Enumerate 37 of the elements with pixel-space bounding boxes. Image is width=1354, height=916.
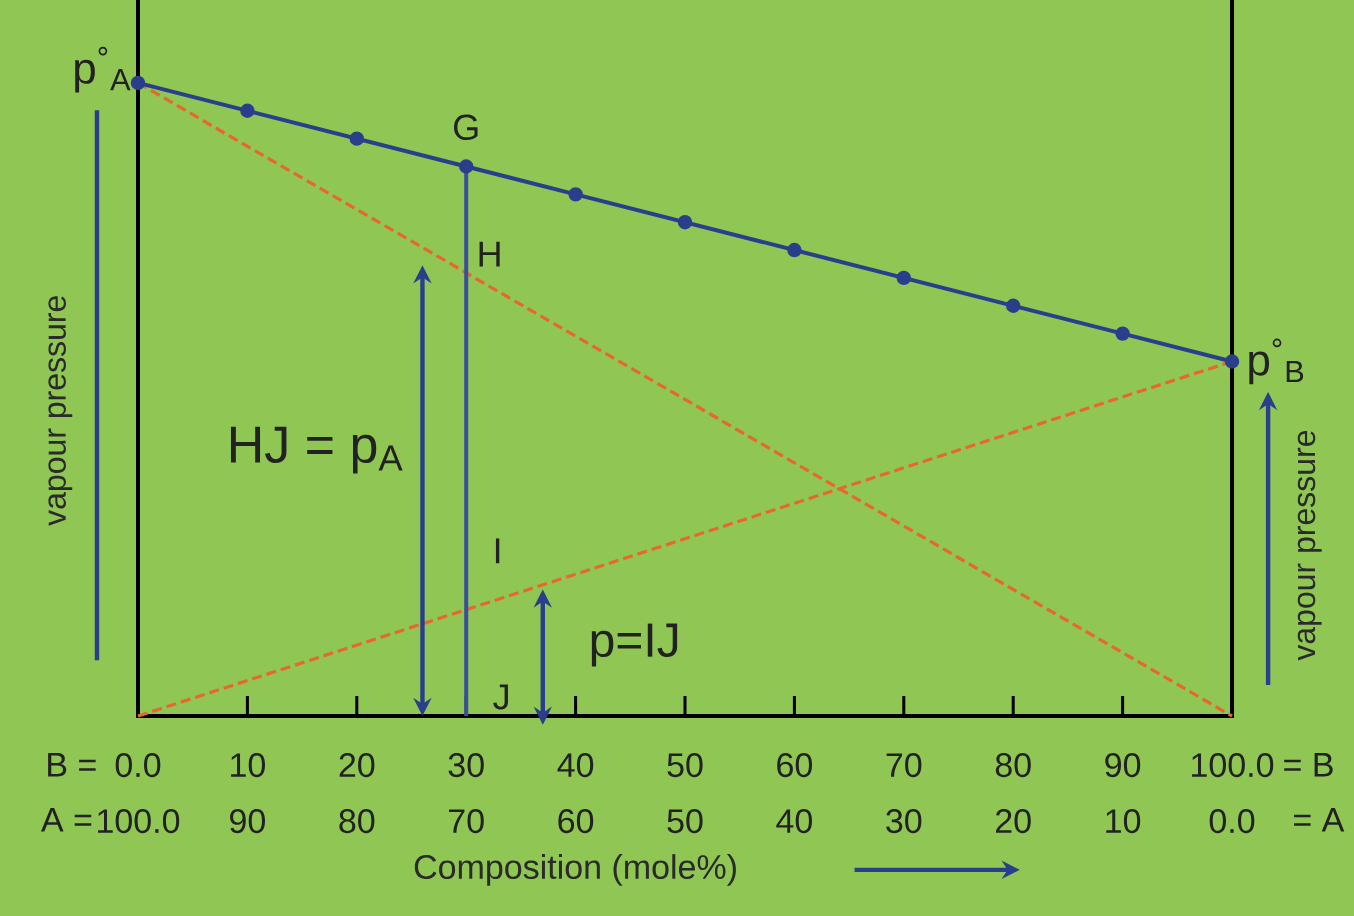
x-tick-label: 70 — [886, 753, 922, 778]
x2-tick-label: 100.0 — [98, 809, 180, 834]
annotation: H — [479, 241, 500, 267]
x2-tick-label: 80 — [339, 809, 375, 834]
x2-tick-label: 0.0 — [1209, 809, 1255, 834]
x-tick-label: 20 — [339, 753, 375, 778]
annotation: HJ = p$_{A}$ — [230, 426, 403, 474]
annotation: p=IJ — [591, 623, 678, 667]
annotation: p$^{°}$A — [75, 46, 131, 93]
x2-tick-label: 60 — [558, 809, 594, 834]
x2-tick-label: 50 — [667, 809, 703, 834]
x2-tick-label: 90 — [230, 809, 265, 834]
x-tick-label: 60 — [777, 753, 812, 778]
x-tick-label: 50 — [667, 753, 703, 778]
x-tick-label: 90 — [1105, 753, 1141, 778]
annotation: p$^{°}$B — [1249, 338, 1304, 385]
x-tick-label: 100.0 — [1192, 753, 1274, 778]
annotation: G — [454, 114, 478, 141]
x2-tick-label: 40 — [776, 809, 812, 834]
text: = A — [1294, 808, 1345, 832]
x-tick-label: 30 — [448, 753, 484, 778]
x2-tick-label: 30 — [886, 809, 922, 834]
annotation: I — [495, 538, 500, 564]
x-axis-title: Composition (mole%) — [414, 854, 736, 886]
x-tick-label: 80 — [995, 753, 1031, 778]
x2-tick-label: 20 — [996, 809, 1031, 834]
text: = B — [1284, 753, 1333, 777]
y-axis-title: vapour pressure — [48, 296, 73, 526]
x-tick-label: 10 — [231, 753, 265, 778]
text: B = — [48, 753, 96, 777]
x-tick-label: 0.0 — [115, 753, 161, 778]
y2-axis-title: vapour pressure — [1297, 430, 1322, 661]
text: A = — [41, 808, 92, 832]
annotation: J — [493, 684, 508, 710]
x2-tick-label: 10 — [1106, 809, 1141, 834]
x2-tick-label: 70 — [449, 809, 484, 834]
x-tick-label: 40 — [557, 753, 594, 778]
